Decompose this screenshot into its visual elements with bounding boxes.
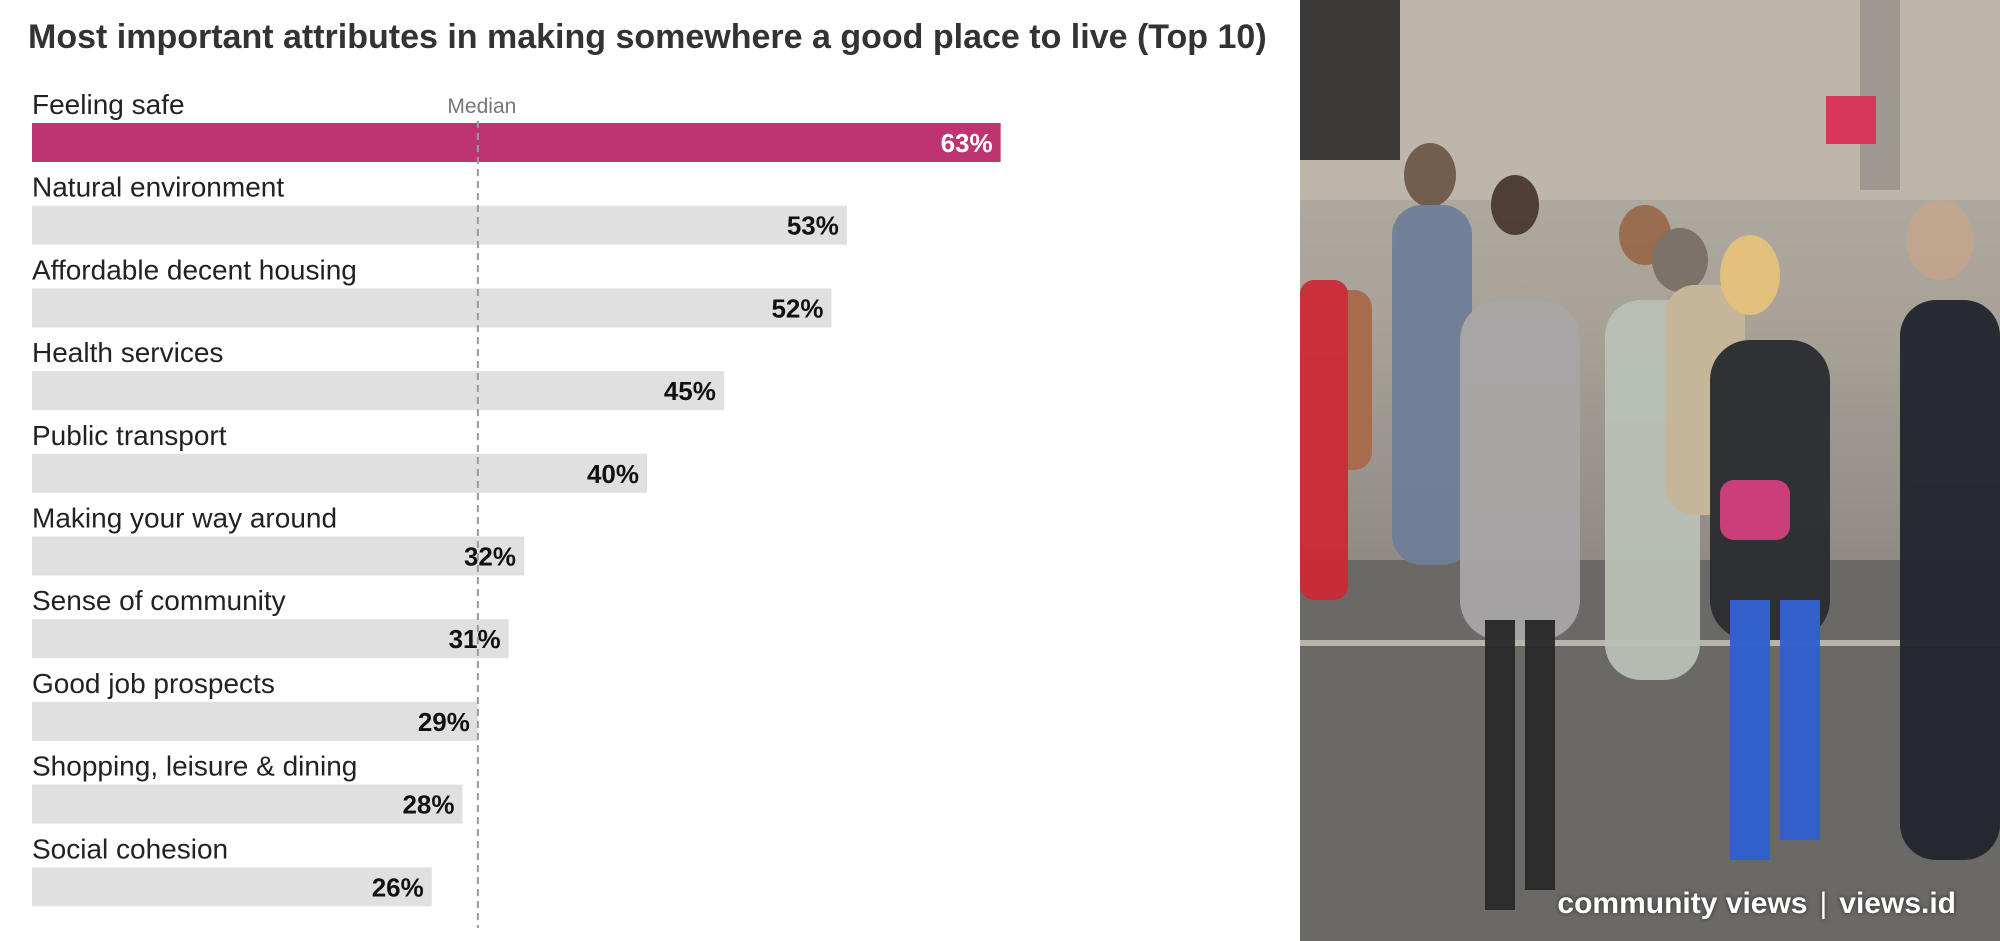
crowd-crossing-street-photo [1300,0,2000,941]
median-label: Median [447,95,516,118]
highlighted-bar [32,123,1001,162]
bar [32,288,832,328]
red-sign [1826,96,1876,144]
value-label: 29% [418,707,470,737]
dark-doorway [1300,0,1400,160]
value-label: 26% [372,872,424,902]
value-label: 40% [587,459,639,489]
category-label: Shopping, leisure & dining [32,751,357,782]
category-label: Feeling safe [32,89,185,120]
value-label: 31% [449,624,501,654]
watermark-separator: | [1819,887,1828,920]
crowd-silhouettes [1300,143,2000,910]
bar [32,784,463,824]
watermark-site: views.id [1839,887,1956,920]
bar-chart: Feeling safe 63% Natural environment 53% Aff… [32,89,1001,928]
photo-panel: community views | views.id [1300,0,2000,941]
bar [32,453,647,493]
value-label: 45% [664,376,716,406]
pillar [1860,0,1900,190]
chart-title: Most important attributes in making some… [28,18,1267,56]
watermark-brand: community views [1557,887,1808,920]
watermark: community views | views.id [1557,887,1956,921]
value-label: 52% [771,293,823,323]
value-label: 53% [787,211,839,241]
value-label: 63% [941,128,993,158]
bar [32,205,847,245]
category-label: Natural environment [32,172,284,203]
category-label: Affordable decent housing [32,254,357,285]
bar [32,701,478,741]
category-label: Making your way around [32,503,337,534]
category-label: Health services [32,337,223,368]
bar [32,536,524,576]
chart-panel: Most important attributes in making some… [28,18,1267,928]
bar [32,867,432,907]
value-label: 32% [464,542,516,572]
bar [32,371,724,411]
category-label: Sense of community [32,585,286,616]
category-label: Good job prospects [32,668,275,699]
category-label: Social cohesion [32,833,228,864]
value-label: 28% [402,790,454,820]
bar [32,619,509,659]
category-label: Public transport [32,420,227,451]
